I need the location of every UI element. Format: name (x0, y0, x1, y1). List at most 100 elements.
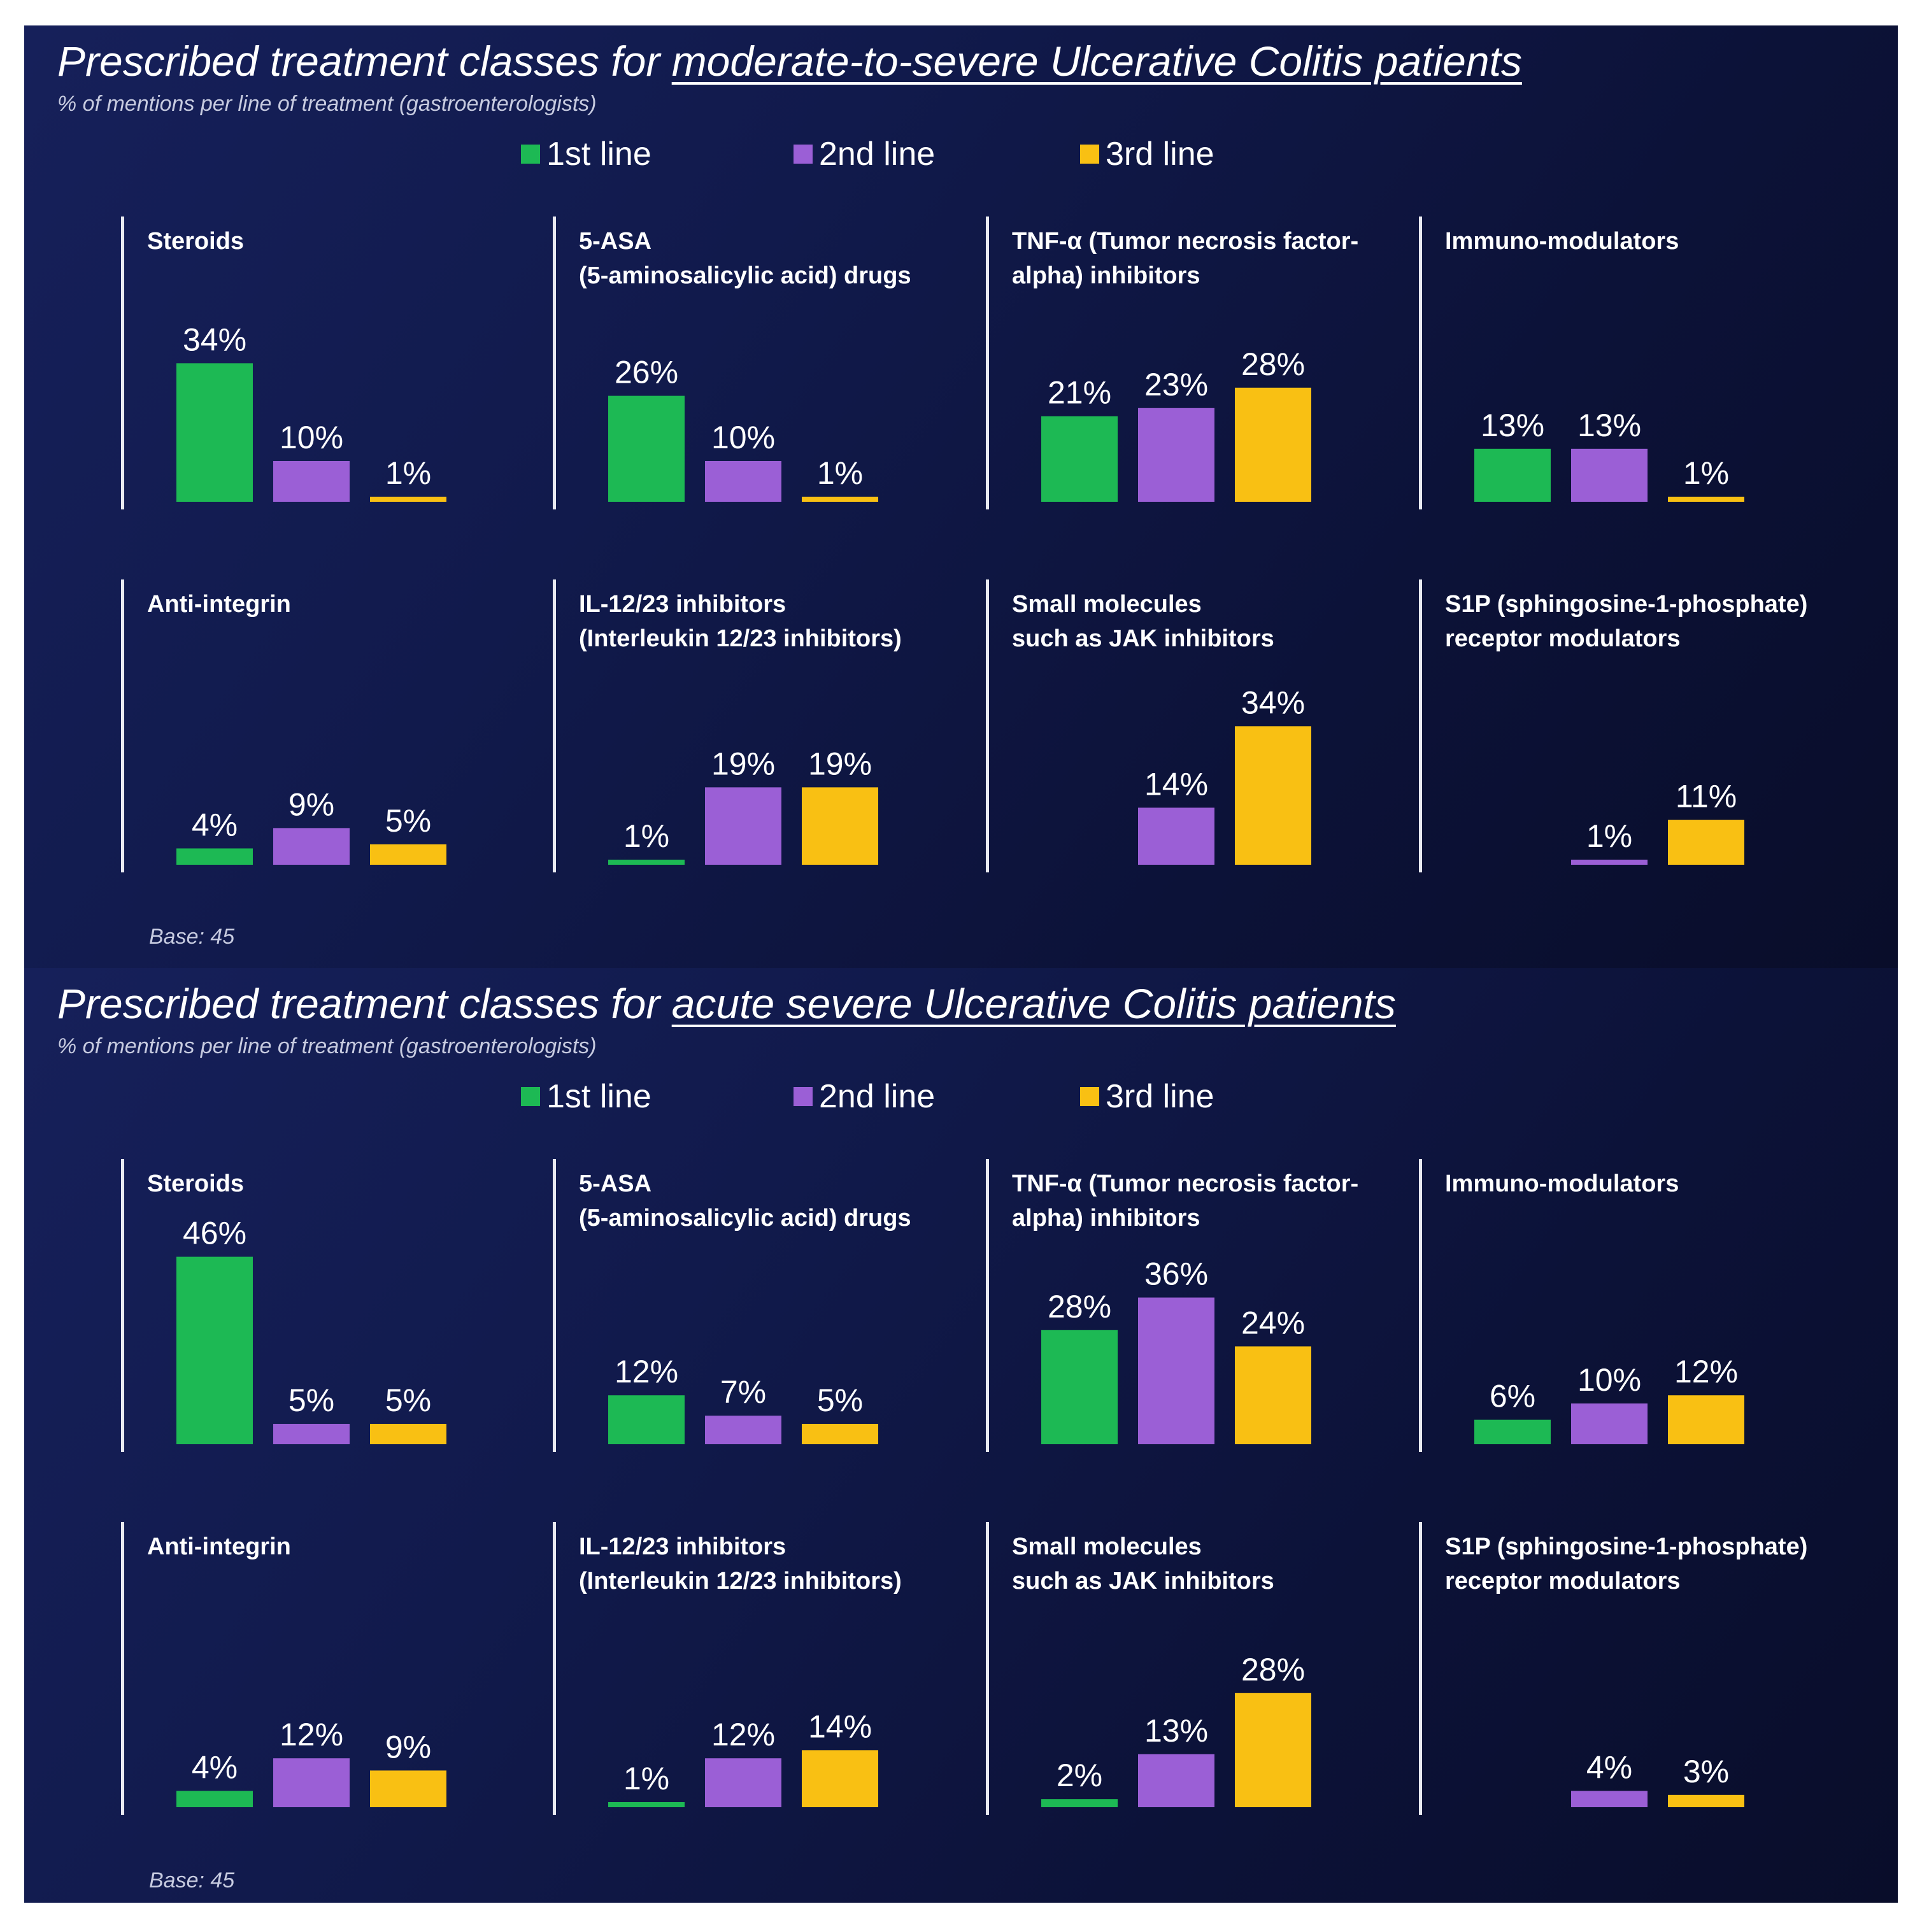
bar-value-label: 10% (1577, 1362, 1641, 1398)
bar-value-label: 28% (1241, 346, 1305, 382)
bar-3rd-line (1235, 1693, 1311, 1807)
bar-1st-line (176, 1256, 253, 1444)
bar-value-label: 10% (711, 420, 775, 455)
legend-label: 2nd line (819, 136, 936, 173)
bar-3rd-line (370, 497, 446, 502)
group-label-line: alpha) inhibitors (1012, 1205, 1200, 1232)
bar-2nd-line (1571, 1791, 1648, 1807)
bar-value-label: 34% (183, 322, 246, 357)
group-label-line: (5-aminosalicylic acid) drugs (579, 262, 911, 289)
group-label-line: Small molecules (1012, 591, 1202, 618)
group-label-line: 5-ASA (579, 1170, 652, 1197)
bar-1st-line (1041, 1330, 1118, 1444)
chart-group-s1p-sphingosine-1-phosphate: S1P (sphingosine-1-phosphate) receptor mo… (1419, 579, 1826, 872)
bar-2nd-line (1571, 1403, 1648, 1444)
panel-subtitle: % of mentions per line of treatment (gas… (57, 1034, 597, 1058)
chart-group-tnf-tumor-necrosis-factor: TNF-α (Tumor necrosis factor-alpha) inhi… (986, 217, 1393, 509)
bar-chart: 4% 12% 9% (176, 1717, 446, 1807)
bar-value-label: 19% (808, 746, 872, 781)
group-label-line: Anti-integrin (147, 591, 291, 618)
bar-2nd-line (273, 1758, 350, 1807)
group-label-line: (Interleukin 12/23 inhibitors) (579, 1568, 902, 1595)
chart-group-small-molecules: Small molecules such as JAK inhibitors 2% 1… (986, 1522, 1393, 1815)
bar-value-label: 1% (1683, 455, 1729, 491)
group-label-line: TNF-α (Tumor necrosis factor- (1012, 1170, 1359, 1197)
bar-chart: 13% 13% 1% (1474, 408, 1744, 502)
bar-value-label: 13% (1144, 1713, 1208, 1749)
bar-value-label: 28% (1048, 1289, 1111, 1325)
bar-2nd-line (1138, 807, 1214, 865)
group-label-line: Small molecules (1012, 1533, 1202, 1560)
bar-chart: 1% 19% 19% (608, 746, 878, 865)
group-label: Immuno-modulators (1445, 224, 1833, 259)
chart-group-5-asa: 5-ASA (5-aminosalicylic acid) drugs 26% 10%… (553, 217, 960, 509)
group-label-line: receptor modulators (1445, 1568, 1681, 1595)
bar-3rd-line (802, 1424, 878, 1444)
legend: 1st line 2nd line 3rd line (24, 1077, 1898, 1122)
bar-chart: 26% 10% 1% (608, 355, 878, 502)
group-label-line: IL-12/23 inhibitors (579, 591, 787, 618)
bar-2nd-line (705, 1758, 781, 1807)
bar-value-label: 13% (1577, 408, 1641, 443)
bar-value-label: 4% (192, 1749, 238, 1785)
bar-3rd-line (802, 497, 878, 502)
panel-subtitle: % of mentions per line of treatment (gas… (57, 92, 597, 116)
bar-3rd-line (802, 1750, 878, 1807)
bar-2nd-line (273, 828, 350, 865)
group-label-line: S1P (sphingosine-1-phosphate) (1445, 591, 1808, 618)
bar-2nd-line (273, 1424, 350, 1444)
panel-title: Prescribed treatment classes for moderat… (57, 37, 1522, 85)
group-label-line: receptor modulators (1445, 625, 1681, 652)
group-label: S1P (sphingosine-1-phosphate) receptor mo… (1445, 587, 1833, 656)
chart-group-steroids: Steroids 34% 10% 1% (121, 217, 529, 509)
base-note: Base: 45 (149, 925, 235, 949)
chart-group-il-12-23-inhibitors: IL-12/23 inhibitors (Interleukin 12/23 in… (553, 579, 960, 872)
legend: 1st line 2nd line 3rd line (24, 135, 1898, 180)
bar-2nd-line (1571, 860, 1648, 865)
bar-value-label: 12% (280, 1717, 343, 1752)
bar-3rd-line (370, 1770, 446, 1807)
bar-3rd-line (370, 844, 446, 865)
bar-chart: 46% 5% 5% (176, 1216, 446, 1444)
bar-chart: 1% 12% 14% (608, 1708, 878, 1807)
bar-value-label: 4% (192, 807, 238, 842)
chart-group-5-asa: 5-ASA (5-aminosalicylic acid) drugs 12% 7% 5… (553, 1159, 960, 1452)
bar-3rd-line (1235, 1346, 1311, 1444)
chart-group-anti-integrin: Anti-integrin 4% 12% 9% (121, 1522, 529, 1815)
bar-value-label: 36% (1144, 1256, 1208, 1292)
bar-2nd-line (1138, 408, 1214, 502)
group-label: Small molecules such as JAK inhibitors (1012, 587, 1400, 656)
legend-swatch-yellow (1080, 145, 1099, 164)
bar-3rd-line (1235, 387, 1311, 502)
bar-value-label: 2% (1057, 1758, 1102, 1793)
bar-value-label: 9% (288, 786, 334, 822)
bar-value-label: 1% (623, 1761, 669, 1796)
bar-value-label: 1% (1586, 818, 1632, 854)
bar-1st-line (176, 1791, 253, 1807)
bar-chart: 12% 7% 5% (608, 1354, 878, 1444)
bar-value-label: 13% (1481, 408, 1544, 443)
base-note: Base: 45 (149, 1868, 235, 1893)
title-highlight: acute severe Ulcerative Colitis patients (671, 980, 1396, 1027)
legend-label: 3rd line (1106, 136, 1214, 173)
bar-2nd-line (705, 461, 781, 502)
bar-2nd-line (705, 1416, 781, 1444)
group-label: Anti-integrin (147, 587, 536, 622)
bar-chart: 4% 9% 5% (176, 786, 446, 865)
bar-value-label: 7% (720, 1374, 766, 1410)
legend-swatch-purple (794, 145, 813, 164)
bar-3rd-line (1235, 726, 1311, 865)
legend-item-2nd-line: 2nd line (794, 135, 935, 173)
group-label: 5-ASA (5-aminosalicylic acid) drugs (579, 224, 967, 293)
group-label-line: Immuno-modulators (1445, 228, 1679, 255)
bar-value-label: 5% (817, 1382, 863, 1418)
panel-title: Prescribed treatment classes for acute s… (57, 979, 1396, 1028)
bar-3rd-line (1668, 820, 1744, 865)
bar-1st-line (608, 860, 685, 865)
bar-value-label: 9% (385, 1729, 431, 1765)
group-label-line: Steroids (147, 1170, 245, 1197)
group-label-line: 5-ASA (579, 228, 652, 255)
chart-group-immuno-modulators: Immuno-modulators 6% 10% 12% (1419, 1159, 1826, 1452)
bar-chart: 6% 10% 12% (1474, 1354, 1744, 1444)
chart-group-small-molecules: Small molecules such as JAK inhibitors 14%… (986, 579, 1393, 872)
